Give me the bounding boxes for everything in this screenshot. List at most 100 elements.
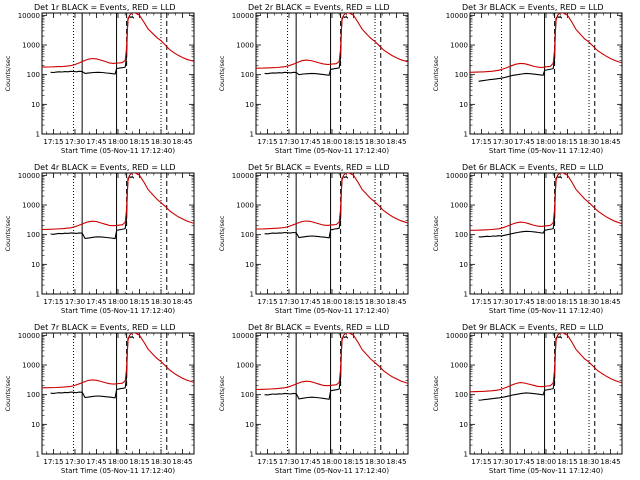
plot-frame — [469, 12, 623, 135]
series-group — [470, 173, 622, 238]
x-tick-label: 17:30 — [493, 458, 513, 466]
x-tick-label: 18:30 — [365, 138, 385, 146]
y-tick-label: 1000 — [22, 42, 40, 50]
y-tick-label: 1000 — [236, 202, 254, 210]
x-tick-label: 18:15 — [129, 458, 149, 466]
plot-frame — [41, 332, 195, 455]
y-axis-label: Counts/sec — [4, 215, 12, 251]
y-tick-label: 1 — [36, 291, 40, 299]
series-group — [256, 333, 408, 400]
lld-series-line — [256, 173, 408, 230]
panel-title: Det 2r BLACK = Events, RED = LLD — [248, 3, 390, 12]
x-tick-label: 17:15 — [43, 298, 63, 306]
y-tick-label: 100 — [241, 391, 254, 399]
y-tick-label: 10 — [31, 421, 40, 429]
x-tick-label: 17:30 — [493, 298, 513, 306]
y-tick-label: 1 — [464, 131, 468, 139]
x-axis-label: Start Time (05-Nov-11 17:12:40) — [61, 307, 175, 315]
y-tick-label: 1 — [36, 131, 40, 139]
events-series-line — [50, 16, 135, 75]
x-tick-label: 17:15 — [43, 138, 63, 146]
plot-frame — [469, 172, 623, 295]
y-axis-label: Counts/sec — [218, 215, 226, 251]
y-tick-label: 10000 — [18, 332, 40, 340]
x-tick-label: 18:00 — [322, 458, 342, 466]
x-tick-label: 18:45 — [386, 458, 406, 466]
x-tick-label: 17:15 — [43, 458, 63, 466]
events-series-line — [264, 16, 349, 76]
vertical-markers — [287, 173, 382, 294]
y-tick-label: 1000 — [22, 362, 40, 370]
x-axis-label: Start Time (05-Nov-11 17:12:40) — [275, 147, 389, 155]
y-axis-label: Counts/sec — [218, 55, 226, 91]
y-tick-label: 1 — [36, 451, 40, 459]
x-tick-label: 18:30 — [579, 458, 599, 466]
y-tick-label: 100 — [455, 71, 468, 79]
x-tick-label: 17:45 — [86, 138, 106, 146]
y-tick-label: 100 — [241, 71, 254, 79]
panel-3: Det 3r BLACK = Events, RED = LLD 1 10 100 10… — [432, 3, 623, 155]
y-tick-label: 1 — [464, 291, 468, 299]
y-tick-label: 10000 — [232, 172, 254, 180]
panel-title: Det 9r BLACK = Events, RED = LLD — [462, 323, 604, 332]
x-tick-label: 17:30 — [65, 298, 85, 306]
y-tick-label: 10 — [245, 421, 254, 429]
x-tick-label: 17:15 — [471, 298, 491, 306]
x-tick-label: 18:15 — [557, 298, 577, 306]
x-axis-label: Start Time (05-Nov-11 17:12:40) — [275, 307, 389, 315]
panel-1: Det 1r BLACK = Events, RED = LLD 1 10 100 10… — [4, 3, 195, 155]
vertical-markers — [501, 173, 596, 294]
lld-series-line — [470, 173, 622, 231]
y-axis-label: Counts/sec — [432, 375, 440, 411]
x-tick-label: 18:45 — [600, 138, 620, 146]
y-axis-label: Counts/sec — [218, 375, 226, 411]
x-tick-label: 18:30 — [365, 298, 385, 306]
series-group — [256, 173, 408, 239]
y-tick-label: 10000 — [232, 332, 254, 340]
series-group — [42, 173, 194, 240]
x-tick-label: 18:30 — [579, 298, 599, 306]
x-tick-label: 18:45 — [172, 138, 192, 146]
y-tick-label: 1000 — [236, 362, 254, 370]
panel-title: Det 8r BLACK = Events, RED = LLD — [248, 323, 390, 332]
panel-8: Det 8r BLACK = Events, RED = LLD 1 10 100 10… — [218, 323, 409, 475]
panel-7: Det 7r BLACK = Events, RED = LLD 1 10 100 10… — [4, 323, 195, 475]
y-tick-label: 10000 — [18, 12, 40, 20]
y-axis-label: Counts/sec — [432, 55, 440, 91]
series-group — [42, 13, 194, 75]
x-tick-label: 18:00 — [108, 458, 128, 466]
x-tick-label: 17:45 — [514, 298, 534, 306]
x-tick-label: 17:45 — [514, 458, 534, 466]
panel-2: Det 2r BLACK = Events, RED = LLD 1 10 100 10… — [218, 3, 409, 155]
plot-frame — [469, 332, 623, 455]
y-tick-label: 1 — [250, 451, 254, 459]
x-tick-label: 18:30 — [151, 138, 171, 146]
y-tick-label: 1 — [250, 131, 254, 139]
x-tick-label: 18:45 — [172, 458, 192, 466]
lld-series-line — [470, 13, 622, 73]
x-axis-label: Start Time (05-Nov-11 17:12:40) — [275, 467, 389, 475]
x-tick-label: 18:15 — [343, 458, 363, 466]
x-tick-label: 17:45 — [300, 298, 320, 306]
series-group — [470, 13, 622, 82]
x-tick-label: 18:30 — [151, 298, 171, 306]
y-tick-label: 1 — [464, 451, 468, 459]
x-tick-label: 17:30 — [279, 138, 299, 146]
x-tick-label: 18:30 — [365, 458, 385, 466]
y-tick-label: 10000 — [446, 172, 468, 180]
y-tick-label: 1000 — [236, 42, 254, 50]
x-tick-label: 17:45 — [300, 138, 320, 146]
x-tick-label: 17:30 — [279, 458, 299, 466]
x-tick-label: 17:15 — [257, 138, 277, 146]
plot-frame — [255, 172, 409, 295]
x-tick-label: 18:30 — [151, 458, 171, 466]
x-tick-label: 18:00 — [536, 138, 556, 146]
x-tick-label: 17:45 — [86, 298, 106, 306]
y-tick-label: 100 — [241, 231, 254, 239]
y-tick-label: 10000 — [18, 172, 40, 180]
x-tick-label: 17:30 — [65, 138, 85, 146]
x-tick-label: 17:45 — [300, 458, 320, 466]
x-tick-label: 18:15 — [343, 138, 363, 146]
x-tick-label: 18:00 — [322, 298, 342, 306]
